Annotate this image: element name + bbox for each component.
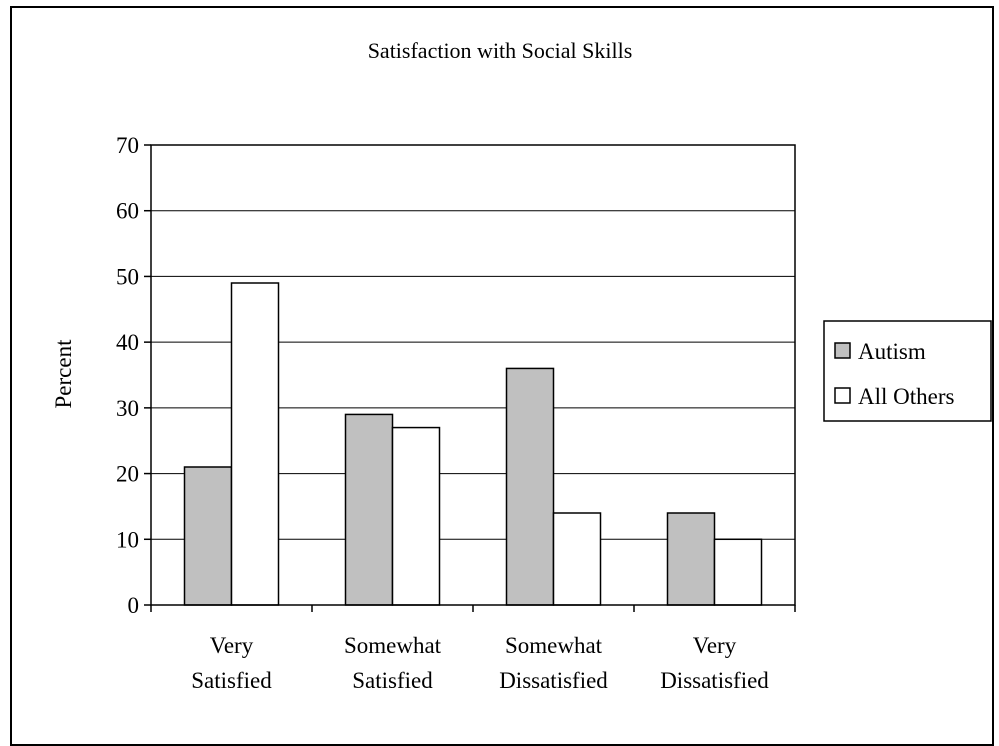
y-tick-label: 40	[116, 330, 139, 355]
x-tick-label: Very Satisfied	[191, 633, 272, 693]
y-tick-label: 50	[116, 264, 139, 289]
bar-autism	[666, 512, 716, 606]
bar-autism	[505, 367, 555, 606]
chart-title: Satisfaction with Social Skills	[368, 38, 633, 63]
bar-all-others	[713, 538, 763, 606]
legend-swatch	[834, 342, 851, 359]
legend-label: Autism	[858, 339, 926, 364]
bar-autism	[183, 466, 233, 606]
x-tick-label: Somewhat Dissatisfied	[499, 633, 608, 693]
legend-label: All Others	[858, 384, 955, 409]
y-tick-label: 70	[116, 133, 139, 158]
y-tick-label: 0	[128, 593, 140, 618]
bar-autism	[344, 413, 394, 606]
y-tick-label: 20	[116, 462, 139, 487]
x-tick-label: Somewhat Satisfied	[344, 633, 442, 693]
bar-all-others	[230, 282, 280, 606]
y-tick-label: 60	[116, 199, 139, 224]
legend-swatch	[834, 387, 851, 404]
bar-all-others	[552, 512, 602, 606]
y-tick-label: 10	[116, 527, 139, 552]
legend	[823, 320, 992, 422]
y-tick-label: 30	[116, 396, 139, 421]
x-tick-label: Very Dissatisfied	[660, 633, 769, 693]
y-axis-label: Percent	[51, 339, 76, 409]
bar-all-others	[391, 426, 441, 606]
